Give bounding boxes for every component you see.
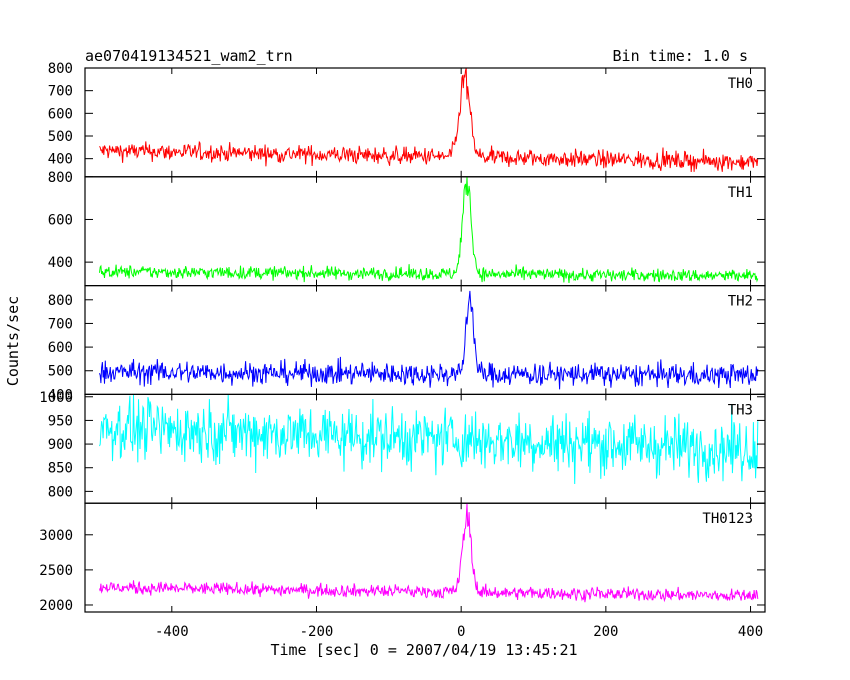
panel-label-th3: TH3 xyxy=(728,402,753,418)
y-tick-label: 700 xyxy=(48,84,73,100)
series-line-th1 xyxy=(99,176,759,284)
y-tick-label: 1000 xyxy=(39,390,73,406)
y-axis-label: Counts/sec xyxy=(4,296,22,386)
y-tick-label: 850 xyxy=(48,461,73,477)
y-tick-label: 950 xyxy=(48,413,73,429)
x-tick-label: 400 xyxy=(738,624,763,640)
y-tick-label: 2000 xyxy=(39,598,73,614)
y-tick-label: 3000 xyxy=(39,528,73,544)
y-tick-label: 800 xyxy=(48,170,73,186)
y-tick-label: 600 xyxy=(48,340,73,356)
y-tick-label: 2500 xyxy=(39,563,73,579)
y-tick-label: 400 xyxy=(48,387,73,403)
y-tick-label: 900 xyxy=(48,437,73,453)
panel-label-th0: TH0 xyxy=(728,76,753,92)
y-tick-label: 400 xyxy=(48,152,73,168)
y-tick-label: 800 xyxy=(48,293,73,309)
panel-frame-th1 xyxy=(84,176,766,287)
x-tick-label: -400 xyxy=(155,624,189,640)
y-tick-label: 600 xyxy=(48,212,73,228)
series-line-th3 xyxy=(99,394,759,485)
x-axis-label: Time [sec] 0 = 2007/04/19 13:45:21 xyxy=(270,641,577,659)
panel-frame-th0 xyxy=(84,67,766,178)
panel-label-th0123: TH0123 xyxy=(702,511,753,527)
x-tick-label: 200 xyxy=(593,624,618,640)
chart-title: ae070419134521_wam2_trn xyxy=(85,47,293,65)
x-tick-label: -200 xyxy=(300,624,334,640)
series-line-th0 xyxy=(99,67,759,173)
series-line-th0123 xyxy=(99,503,759,603)
y-tick-label: 800 xyxy=(48,61,73,77)
panel-label-th1: TH1 xyxy=(728,185,753,201)
panel-label-th2: TH2 xyxy=(728,294,753,310)
y-tick-label: 500 xyxy=(48,129,73,145)
y-tick-label: 400 xyxy=(48,255,73,271)
series-line-th2 xyxy=(99,290,759,390)
y-tick-label: 500 xyxy=(48,364,73,380)
y-tick-label: 700 xyxy=(48,316,73,332)
y-tick-label: 600 xyxy=(48,106,73,122)
panel-frame-th3 xyxy=(84,393,766,504)
x-tick-label: 0 xyxy=(457,624,465,640)
panel-frame-th0123 xyxy=(84,502,766,613)
panels-group: TH0 400 500 600 700 800 TH1 400 600 800 TH2 400 500 6… xyxy=(39,61,766,640)
bin-time-label: Bin time: 1.0 s xyxy=(613,47,748,65)
y-tick-label: 800 xyxy=(48,484,73,500)
